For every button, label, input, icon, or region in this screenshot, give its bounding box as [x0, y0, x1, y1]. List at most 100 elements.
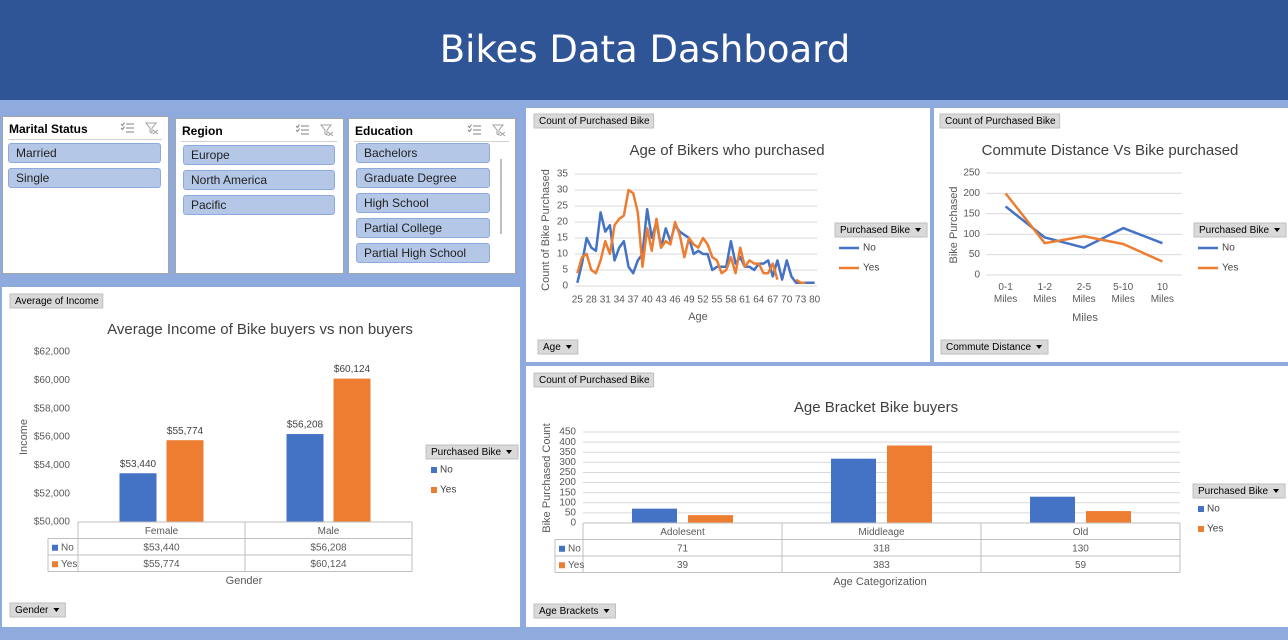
- field-button[interactable]: Purchased Bike: [425, 444, 519, 460]
- table-legend-key: [52, 561, 58, 568]
- x-tick-label: 2-5 Miles: [1072, 282, 1096, 305]
- field-button[interactable]: Commute Distance: [940, 339, 1049, 355]
- y-tick-label: 35: [557, 169, 569, 180]
- y-tick-label: 15: [557, 233, 569, 244]
- slicer-tools[interactable]: [467, 123, 507, 142]
- button-face: [533, 603, 616, 619]
- x-axis-label: Age: [688, 311, 708, 323]
- y-tick-label: 250: [963, 168, 980, 179]
- x-tick-label: 43: [656, 295, 668, 306]
- button-face: [425, 444, 519, 460]
- dropdown-arrow: [1274, 228, 1281, 232]
- x-axis-label: Gender: [226, 575, 263, 587]
- x-tick-label: 61: [739, 295, 751, 306]
- legend-label: No: [1222, 243, 1235, 254]
- scrollbar[interactable]: [500, 159, 502, 234]
- dropdown-arrow: [1036, 345, 1043, 349]
- x-tick-label: 55: [711, 295, 723, 306]
- slicer-icons[interactable]: [120, 121, 160, 135]
- legend-label: Yes: [1207, 524, 1223, 535]
- field-button[interactable]: Count of Purchased Bike: [533, 113, 655, 129]
- slicer-item[interactable]: Partial College: [356, 218, 490, 238]
- chart-title: Average Income of Bike buyers vs non buy…: [107, 321, 413, 338]
- x-tick-label: 31: [600, 295, 612, 306]
- y-tick-label: $52,000: [34, 488, 71, 499]
- bar: [286, 434, 324, 522]
- slicer-icons[interactable]: [295, 123, 335, 137]
- x-tick-label: 37: [628, 295, 640, 306]
- x-tick-label: 25: [572, 295, 584, 306]
- slicer-tools[interactable]: [120, 121, 160, 140]
- slicer-title: Education: [355, 124, 414, 138]
- slicer-header: Education: [354, 119, 509, 142]
- bar: [831, 458, 876, 523]
- slicer-item[interactable]: Married: [8, 143, 161, 163]
- table-series-name: No: [568, 543, 581, 554]
- x-tick-label: 40: [642, 295, 654, 306]
- button-label: Purchased Bike: [1199, 225, 1269, 236]
- field-button[interactable]: Average of Income: [9, 293, 104, 309]
- field-button[interactable]: Count of Purchased Bike: [533, 372, 655, 388]
- slicer-tools[interactable]: [295, 123, 335, 142]
- field-button[interactable]: Purchased Bike: [834, 222, 928, 238]
- y-tick-label: 200: [559, 477, 576, 488]
- data-label: $56,208: [287, 420, 324, 431]
- y-tick-label: $54,000: [34, 460, 71, 471]
- table-series-name: Yes: [61, 559, 77, 570]
- slicer-item[interactable]: North America: [183, 170, 335, 190]
- x-tick-label: 70: [781, 295, 793, 306]
- chart: Average of Income Gender Average Income of…: [9, 293, 519, 618]
- bar: [887, 445, 932, 523]
- x-tick-label: 67: [767, 295, 779, 306]
- y-tick-label: 10: [557, 249, 569, 260]
- x-tick-label: 5-10 Miles: [1111, 282, 1135, 305]
- x-tick-label-box: 0-1 Miles: [994, 282, 1017, 305]
- chart-title: Commute Distance Vs Bike purchased: [982, 142, 1239, 159]
- x-tick-label: 52: [697, 295, 709, 306]
- data-label: $55,774: [167, 426, 204, 437]
- legend-label: Yes: [863, 263, 879, 274]
- field-button[interactable]: Purchased Bike: [1193, 222, 1287, 238]
- y-tick-label: 20: [557, 217, 569, 228]
- chart-panel: Count of Purchased Bike Age Age of Bikers …: [526, 108, 930, 362]
- field-button[interactable]: Age Brackets: [533, 603, 616, 619]
- field-button[interactable]: Gender: [9, 602, 66, 618]
- slicer-item[interactable]: Graduate Degree: [356, 168, 490, 188]
- y-tick-label: 200: [963, 188, 980, 199]
- field-button[interactable]: Age: [537, 339, 579, 355]
- y-tick-label: 400: [559, 437, 576, 448]
- y-tick-label: 450: [559, 427, 576, 438]
- x-tick-label-box: 1-2 Miles: [1033, 282, 1057, 305]
- field-button[interactable]: Purchased Bike: [1192, 483, 1286, 499]
- x-tick-label: 1-2 Miles: [1033, 282, 1057, 305]
- slicer-item[interactable]: Europe: [183, 145, 335, 165]
- chart: Count of Purchased Bike Commute Distance C…: [939, 113, 1287, 355]
- chart: Count of Purchased Bike Age Brackets Age B…: [533, 372, 1286, 619]
- y-axis-label: Income: [18, 419, 30, 455]
- y-tick-label: $50,000: [34, 517, 71, 528]
- y-tick-label: 150: [559, 487, 576, 498]
- slicer-item[interactable]: High School: [356, 193, 490, 213]
- field-button[interactable]: Count of Purchased Bike: [939, 113, 1061, 129]
- x-tick-label: Male: [318, 526, 340, 537]
- x-axis-label: Miles: [1072, 312, 1098, 324]
- bar: [119, 473, 157, 522]
- y-tick-label: $60,000: [34, 375, 71, 386]
- slicer-item[interactable]: Pacific: [183, 195, 335, 215]
- slicer-item[interactable]: Single: [8, 168, 161, 188]
- slicer-icons[interactable]: [467, 123, 507, 137]
- slicer-header: Marital Status: [8, 117, 162, 140]
- x-tick-label-box: 5-10 Miles: [1111, 282, 1135, 305]
- slicer-item[interactable]: Bachelors: [356, 143, 490, 163]
- bar: [166, 440, 204, 522]
- slicer-item[interactable]: Partial High School: [356, 243, 490, 263]
- dropdown-arrow: [915, 228, 922, 232]
- table-legend-key: [52, 544, 58, 551]
- button-face: [939, 113, 1061, 129]
- bar: [632, 508, 677, 523]
- legend-key: [1198, 506, 1204, 512]
- bar: [688, 515, 733, 523]
- line-series: [576, 188, 806, 285]
- slicer-title: Region: [182, 124, 223, 138]
